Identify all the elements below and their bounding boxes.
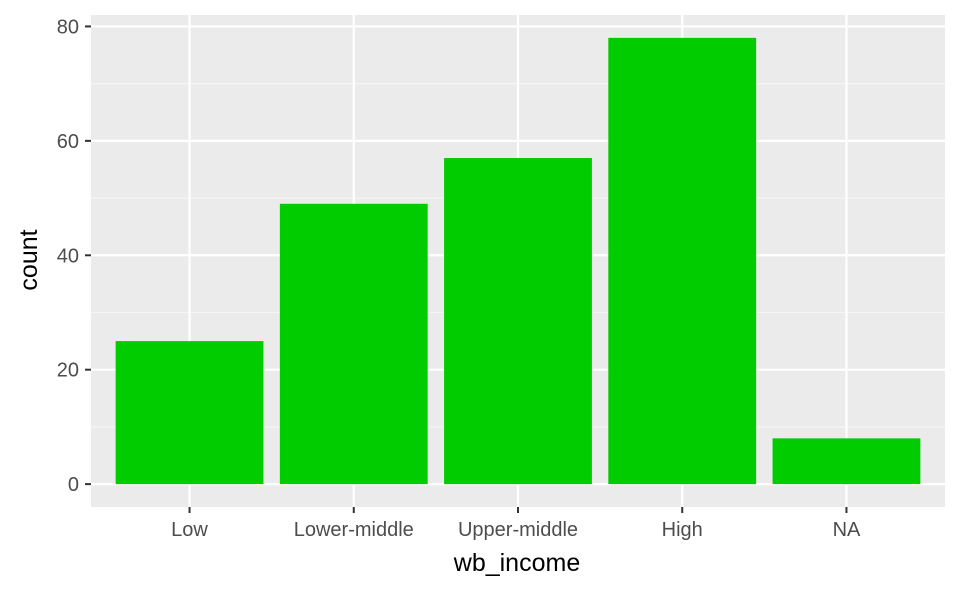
x-tick-label: Upper-middle: [458, 519, 578, 541]
x-tick-label: High: [662, 519, 703, 541]
bar: [608, 37, 757, 485]
x-tick-label: Lower-middle: [294, 519, 414, 541]
y-tick-label: 0: [68, 474, 79, 496]
x-axis-title: wb_income: [453, 549, 580, 577]
y-tick-label: 60: [57, 131, 79, 153]
bar: [444, 158, 592, 485]
bar: [279, 203, 428, 485]
y-axis-title: count: [15, 229, 43, 290]
y-axis: 0 20 40 60 80: [57, 16, 91, 496]
bar: [115, 341, 264, 485]
y-tick-label: 40: [57, 245, 79, 267]
x-axis: Low Lower-middle Upper-middle High NA: [171, 507, 861, 541]
y-tick-label: 20: [57, 360, 79, 382]
y-tick-label: 80: [57, 16, 79, 38]
x-tick-label: NA: [833, 519, 861, 541]
x-tick-label: Low: [171, 519, 208, 541]
bars: [115, 37, 921, 485]
bar: [772, 438, 921, 485]
